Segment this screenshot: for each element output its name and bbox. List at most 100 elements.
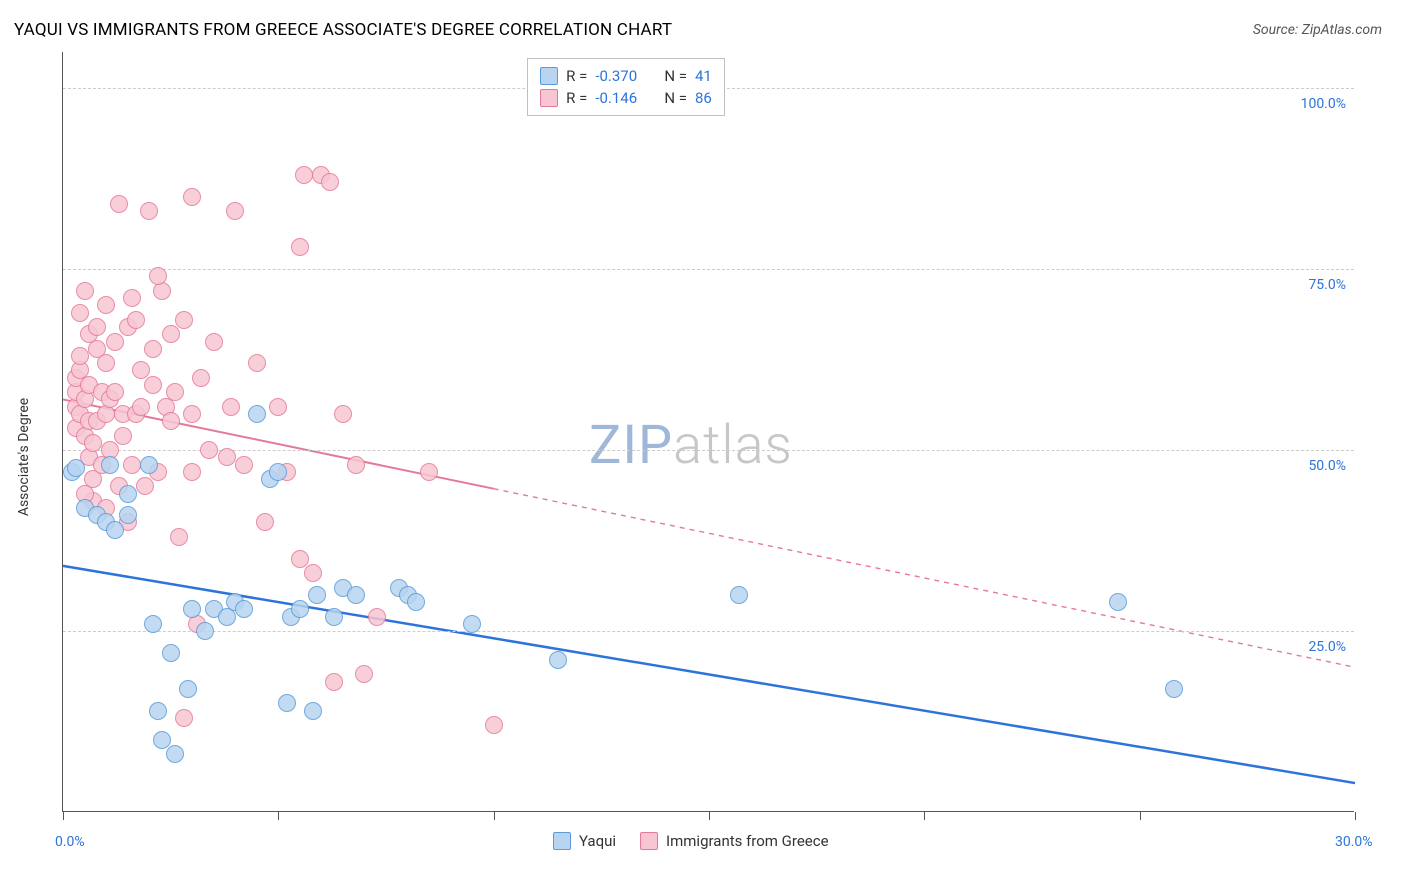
- scatter-point: [175, 311, 193, 329]
- x-tick-label: 0.0%: [55, 834, 85, 850]
- x-tick: [1355, 812, 1356, 820]
- scatter-point: [1109, 593, 1127, 611]
- legend-series-item: Immigrants from Greece: [640, 832, 829, 850]
- legend-series-label: Immigrants from Greece: [666, 832, 829, 850]
- legend-correlation: R = -0.370 N = 41R = -0.146 N = 86: [527, 58, 725, 116]
- watermark: ZIPatlas: [589, 414, 793, 477]
- chart-root: YAQUI VS IMMIGRANTS FROM GREECE ASSOCIAT…: [0, 0, 1406, 892]
- scatter-point: [325, 608, 343, 626]
- scatter-point: [321, 173, 339, 191]
- scatter-point: [368, 608, 386, 626]
- legend-swatch: [640, 832, 658, 850]
- scatter-point: [226, 202, 244, 220]
- legend-swatch: [540, 67, 558, 85]
- scatter-point: [183, 600, 201, 618]
- y-tick-label: 75.0%: [1308, 277, 1346, 293]
- scatter-point: [175, 709, 193, 727]
- scatter-point: [149, 702, 167, 720]
- legend-r-label: R =: [566, 65, 587, 87]
- scatter-point: [256, 513, 274, 531]
- scatter-point: [110, 195, 128, 213]
- legend-r-value: -0.370: [595, 65, 637, 87]
- scatter-point: [162, 412, 180, 430]
- scatter-point: [140, 202, 158, 220]
- scatter-point: [132, 398, 150, 416]
- scatter-point: [485, 716, 503, 734]
- scatter-point: [97, 354, 115, 372]
- scatter-point: [144, 615, 162, 633]
- trend-line: [63, 566, 1355, 783]
- scatter-point: [291, 238, 309, 256]
- scatter-point: [355, 665, 373, 683]
- legend-n-value: 86: [695, 87, 712, 109]
- scatter-point: [127, 311, 145, 329]
- trend-lines: [63, 52, 1355, 812]
- trend-line: [494, 489, 1355, 668]
- scatter-point: [463, 615, 481, 633]
- scatter-point: [136, 477, 154, 495]
- scatter-point: [192, 369, 210, 387]
- scatter-point: [144, 340, 162, 358]
- y-tick-label: 25.0%: [1308, 639, 1346, 655]
- legend-swatch: [553, 832, 571, 850]
- scatter-point: [183, 463, 201, 481]
- y-tick-label: 100.0%: [1301, 96, 1346, 112]
- scatter-point: [153, 731, 171, 749]
- scatter-point: [269, 463, 287, 481]
- scatter-point: [730, 586, 748, 604]
- scatter-point: [218, 448, 236, 466]
- x-tick: [1140, 812, 1141, 820]
- scatter-point: [200, 441, 218, 459]
- scatter-point: [222, 398, 240, 416]
- legend-r-value: -0.146: [595, 87, 637, 109]
- scatter-point: [347, 456, 365, 474]
- watermark-zip: ZIP: [589, 414, 673, 477]
- scatter-point: [420, 463, 438, 481]
- x-tick: [709, 812, 710, 820]
- scatter-point: [140, 456, 158, 474]
- scatter-point: [304, 564, 322, 582]
- scatter-point: [101, 456, 119, 474]
- scatter-point: [84, 434, 102, 452]
- scatter-point: [196, 622, 214, 640]
- gridline-h: [63, 450, 1354, 451]
- scatter-point: [166, 745, 184, 763]
- scatter-point: [248, 354, 266, 372]
- scatter-point: [308, 586, 326, 604]
- scatter-point: [235, 456, 253, 474]
- legend-series: Yaqui Immigrants from Greece: [553, 832, 829, 850]
- x-tick: [63, 812, 64, 820]
- scatter-point: [325, 673, 343, 691]
- scatter-point: [170, 528, 188, 546]
- scatter-point: [67, 459, 85, 477]
- scatter-point: [334, 405, 352, 423]
- legend-correlation-row: R = -0.146 N = 86: [540, 87, 712, 109]
- scatter-point: [295, 166, 313, 184]
- y-axis-label: Associate's Degree: [16, 398, 32, 516]
- scatter-point: [119, 506, 137, 524]
- scatter-point: [106, 333, 124, 351]
- source-attribution: Source: ZipAtlas.com: [1253, 22, 1382, 38]
- chart-title: YAQUI VS IMMIGRANTS FROM GREECE ASSOCIAT…: [14, 20, 672, 40]
- scatter-point: [291, 600, 309, 618]
- scatter-point: [97, 296, 115, 314]
- y-tick-label: 50.0%: [1308, 458, 1346, 474]
- watermark-atlas: atlas: [673, 414, 793, 477]
- scatter-point: [162, 644, 180, 662]
- scatter-point: [278, 694, 296, 712]
- scatter-point: [304, 702, 322, 720]
- scatter-point: [123, 456, 141, 474]
- legend-series-item: Yaqui: [553, 832, 616, 850]
- legend-n-value: 41: [695, 65, 712, 87]
- scatter-point: [205, 333, 223, 351]
- scatter-point: [88, 318, 106, 336]
- scatter-point: [149, 267, 167, 285]
- x-tick-label: 30.0%: [1335, 834, 1373, 850]
- scatter-point: [347, 586, 365, 604]
- legend-r-label: R =: [566, 87, 587, 109]
- legend-swatch: [540, 89, 558, 107]
- scatter-point: [123, 289, 141, 307]
- scatter-point: [132, 361, 150, 379]
- scatter-point: [179, 680, 197, 698]
- plot-area: ZIPatlas 25.0%50.0%75.0%100.0%0.0%30.0%: [62, 52, 1354, 812]
